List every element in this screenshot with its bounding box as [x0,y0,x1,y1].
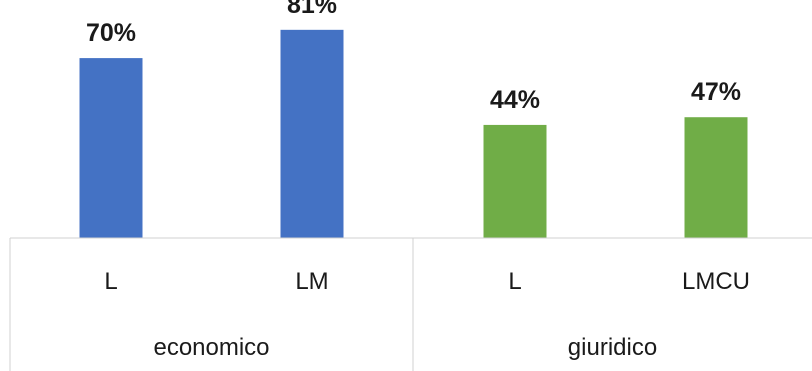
data-label: 44% [490,86,540,114]
category-tick-label: L [508,268,521,295]
group-label-economico: economico [153,334,269,361]
data-label: 70% [86,19,136,47]
category-tick-label: LMCU [682,268,750,295]
bar-economico-lm [280,29,344,238]
bar-economico-l [79,58,143,238]
data-label: 81% [287,0,337,19]
group-label-giuridico: giuridico [568,334,657,361]
bar-giuridico-lmcu [684,117,748,238]
bars-layer [79,29,748,238]
category-tick-label: L [104,268,117,295]
category-tick-label: LM [295,268,328,295]
data-label: 47% [691,78,741,106]
bar-giuridico-l [483,124,547,238]
category-axis: L LM economico L LMCU giuridico [9,237,812,371]
data-labels-layer: 70% 81% 44% 47% [86,0,741,114]
